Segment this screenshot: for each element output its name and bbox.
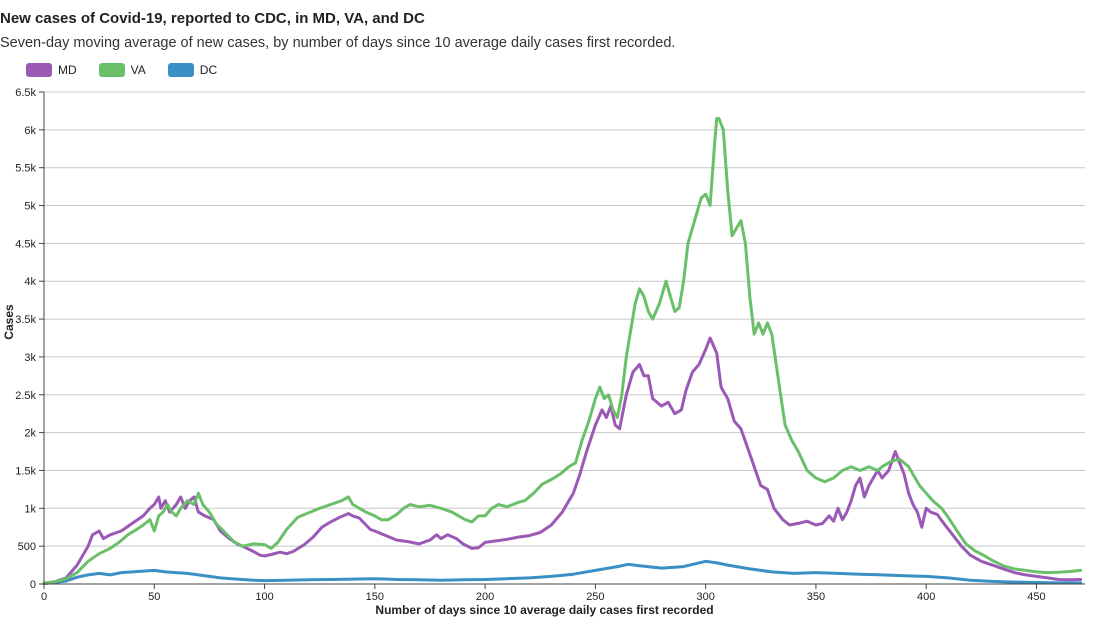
legend-item-md[interactable]: MD <box>26 63 77 77</box>
y-tick-label: 2.5k <box>15 390 36 402</box>
series-line-md[interactable] <box>42 336 1083 585</box>
legend-label-va: VA <box>130 63 146 77</box>
x-axis-title: Number of days since 10 average daily ca… <box>375 603 713 617</box>
legend-label-dc: DC <box>199 63 218 77</box>
y-tick-label: 4.5k <box>15 238 36 250</box>
x-tick-label: 100 <box>255 591 273 603</box>
y-tick-label: 1.5k <box>15 465 36 477</box>
x-tick-label: 50 <box>148 591 160 603</box>
x-tick-label: 400 <box>917 591 935 603</box>
y-tick-label: 0 <box>30 579 36 591</box>
x-tick-label: 150 <box>366 591 384 603</box>
y-tick-label: 3k <box>24 352 36 364</box>
x-tick-label: 200 <box>476 591 494 603</box>
legend-item-va[interactable]: VA <box>98 63 146 77</box>
y-tick-label: 6.5k <box>15 87 36 99</box>
series-line-va[interactable] <box>42 117 1083 585</box>
chart-title: New cases of Covid-19, reported to CDC, … <box>0 10 425 27</box>
y-axis-title: Cases <box>2 304 16 340</box>
y-tick-label: 2k <box>24 428 36 440</box>
y-tick-label: 500 <box>18 541 36 553</box>
x-tick-label: 0 <box>41 591 47 603</box>
axes: 05001k1.5k2k2.5k3k3.5k4k4.5k5k5.5k6k6.5k… <box>2 87 1085 617</box>
y-tick-label: 4k <box>24 276 36 288</box>
legend-swatch-md <box>26 63 52 77</box>
legend-swatch-va <box>98 63 125 77</box>
y-tick-label: 5k <box>24 201 36 213</box>
chart-subtitle: Seven-day moving average of new cases, b… <box>0 35 676 51</box>
y-tick-label: 1k <box>24 503 36 515</box>
chart-legend: MD VA DC <box>26 63 217 77</box>
legend-label-md: MD <box>58 63 77 77</box>
series-line-dc[interactable] <box>42 559 1083 586</box>
y-tick-label: 6k <box>24 125 36 137</box>
x-tick-label: 300 <box>696 591 714 603</box>
series-lines <box>42 117 1083 586</box>
x-tick-label: 250 <box>586 591 604 603</box>
x-tick-label: 350 <box>807 591 825 603</box>
y-tick-label: 3.5k <box>15 314 36 326</box>
y-tick-label: 5.5k <box>15 163 36 175</box>
legend-swatch-dc <box>167 63 194 77</box>
legend-item-dc[interactable]: DC <box>167 63 218 77</box>
x-tick-label: 450 <box>1027 591 1045 603</box>
